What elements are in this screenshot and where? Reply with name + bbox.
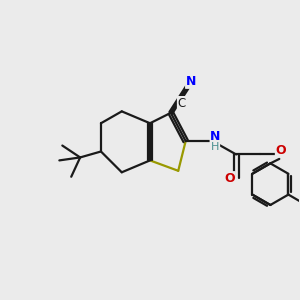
Text: N: N [186,75,196,88]
Text: H: H [211,142,220,152]
Text: N: N [210,130,220,143]
Text: C: C [178,97,186,110]
Text: O: O [275,143,286,157]
Text: O: O [224,172,235,185]
